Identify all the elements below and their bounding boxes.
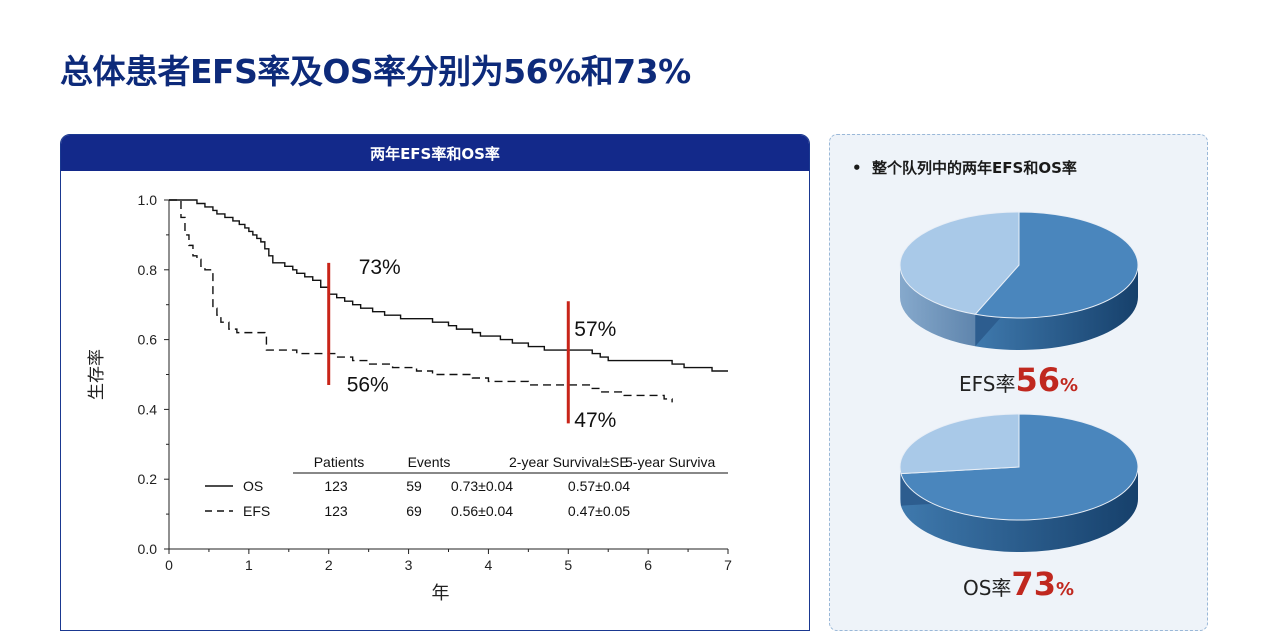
annotation-label: 47% [574,409,616,432]
annotation-label: 56% [347,374,389,397]
os-pie-slice-rest-side [900,467,901,506]
table-header-cell: Events [408,454,451,470]
page-title: 总体患者EFS率及OS率分别为56%和73% [60,52,691,91]
os-caption: OS率73% [830,565,1207,603]
y-tick-label: 0.0 [138,541,158,557]
table-cell: 59 [406,478,422,494]
efs-caption: EFS率56% [830,361,1207,399]
y-axis-label: 生存率 [87,349,107,400]
os-pie-slice-main-side [900,467,1138,553]
table-header-cell: Patients [314,454,365,470]
table-cell: 123 [324,503,348,519]
series-os-line [169,199,728,372]
km-chart: 0.00.20.40.60.81.00 1 2 3 4 5 6 7年生存率73%56%57%4… [87,192,732,604]
x-tick-label: 7 [724,557,732,573]
efs-pie-slice-main [974,211,1139,319]
x-tick-label: 6 [644,557,652,573]
table-cell: 0.47±0.05 [568,503,630,519]
x-tick-label: 1 [245,557,253,573]
annotation-label: 57% [574,318,616,341]
x-tick-label: 0 [165,557,173,573]
os-caption-number: 73 [1011,565,1056,603]
efs-caption-percent: % [1059,375,1079,396]
x-tick-label: 5 [564,557,572,573]
os-caption-label: OS率 [962,576,1012,600]
y-tick-label: 0.8 [138,262,158,278]
table-header-cell: 5-year Surviva [625,454,715,470]
km-chart-panel: 两年EFS率和OS率 0.0 0.2 0.4 0.6 0.8 1.0 0 1 2 3 4 5 6 7 年生存… [60,134,810,631]
table-cell: 0.73±0.04 [451,478,513,494]
y-tick-label: 0.6 [138,332,158,348]
legend-label-efs: EFS [243,503,270,519]
y-tick-label: 1.0 [138,192,158,208]
pie-panel-heading: • 整个队列中的两年EFS和OS率 [852,157,1077,178]
x-tick-label: 4 [485,557,493,573]
km-panel-header: 两年EFS率和OS率 [61,135,809,171]
table-cell: 0.57±0.04 [568,478,630,494]
table-cell: 69 [406,503,422,519]
x-axis-label: 年 [432,583,450,604]
x-tick-label: 3 [405,557,413,573]
annotation-label: 73% [359,256,401,279]
table-cell: 0.56±0.04 [451,503,513,519]
efs-pie-slice-rest-side [900,265,976,347]
efs-caption-label: EFS率 [958,372,1016,396]
efs-pie-slice-main-side [975,265,1138,350]
y-tick-label: 0.4 [138,401,158,417]
os-pie-slice-rest [899,413,1020,475]
pie-charts [899,211,1139,553]
pie-panel-heading-text: 整个队列中的两年EFS和OS率 [872,159,1077,177]
efs-caption-number: 56 [1015,361,1060,399]
table-cell: 123 [324,478,348,494]
y-tick-label: 0.2 [138,471,158,487]
pie-summary-panel: • 整个队列中的两年EFS和OS率 EFS率56% OS率73% [829,134,1208,631]
bullet-marker: • [852,159,862,177]
series-efs-line [169,199,673,403]
legend-label-os: OS [243,478,263,494]
table-header-cell: 2-year Survival±SE [509,454,629,470]
x-tick-label: 2 [325,557,333,573]
efs-pie-slice-rest [899,211,1020,315]
os-caption-percent: % [1055,579,1074,600]
